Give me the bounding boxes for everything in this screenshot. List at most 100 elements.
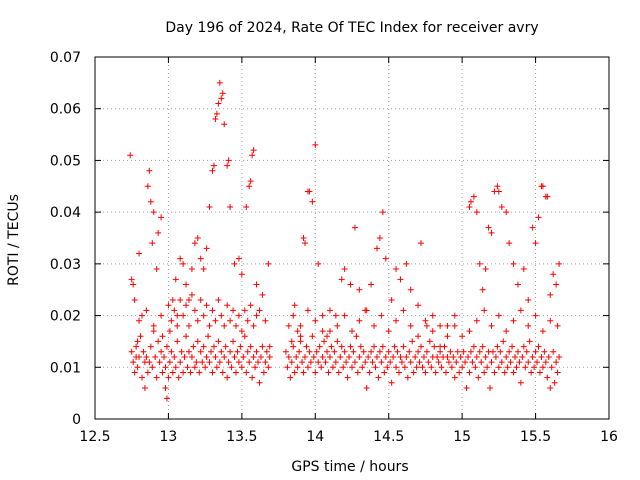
data-point (365, 353, 372, 360)
x-tick-label: 13.5 (226, 429, 257, 445)
data-point (307, 359, 314, 366)
data-point (351, 224, 358, 231)
data-point (266, 343, 273, 350)
data-point (221, 322, 228, 329)
data-point (381, 369, 388, 376)
chart-title: Day 196 of 2024, Rate Of TEC Index for r… (165, 20, 538, 36)
data-point (171, 353, 178, 360)
data-point (306, 348, 313, 355)
data-point (503, 328, 510, 335)
data-point (551, 379, 558, 386)
data-point (238, 328, 245, 335)
data-point (554, 369, 561, 376)
data-point (373, 245, 380, 252)
data-point (161, 353, 168, 360)
data-point (210, 343, 217, 350)
data-point (419, 364, 426, 371)
data-point (435, 359, 442, 366)
data-point (156, 359, 163, 366)
data-point (215, 338, 222, 345)
data-point (548, 364, 555, 371)
data-point (482, 266, 489, 273)
data-point (353, 333, 360, 340)
data-point (306, 188, 313, 195)
data-point (312, 317, 319, 324)
data-point (363, 307, 370, 314)
data-point (335, 369, 342, 376)
data-point (163, 395, 170, 402)
data-point (302, 240, 309, 247)
y-tick-label: 0.06 (50, 102, 81, 118)
data-point (488, 229, 495, 236)
data-point (249, 152, 256, 159)
data-point (387, 359, 394, 366)
data-point (554, 322, 561, 329)
data-point (206, 203, 213, 210)
data-point (191, 307, 198, 314)
data-point (507, 359, 514, 366)
data-point (418, 240, 425, 247)
data-point (506, 240, 513, 247)
data-point (415, 348, 422, 355)
y-tick-label: 0 (72, 412, 81, 428)
data-point (227, 317, 234, 324)
data-point (158, 214, 165, 221)
data-point (516, 359, 523, 366)
data-point (228, 364, 235, 371)
data-point (265, 364, 272, 371)
data-point (407, 359, 414, 366)
data-point (479, 286, 486, 293)
data-point (247, 343, 254, 350)
data-point (357, 343, 364, 350)
data-point (257, 353, 264, 360)
data-point (255, 359, 262, 366)
data-point (340, 364, 347, 371)
data-point (347, 281, 354, 288)
x-tick-label: 13 (160, 429, 178, 445)
data-point (538, 353, 545, 360)
data-point (397, 353, 404, 360)
data-point (366, 369, 373, 376)
data-point (128, 348, 135, 355)
data-point (534, 359, 541, 366)
data-point (334, 338, 341, 345)
data-point (212, 116, 219, 123)
data-point (494, 343, 501, 350)
data-point (469, 359, 476, 366)
data-point (457, 353, 464, 360)
data-point (379, 343, 386, 350)
y-tick-label: 0.03 (50, 257, 81, 273)
data-point (237, 343, 244, 350)
data-point (150, 209, 157, 216)
data-point (300, 369, 307, 376)
data-point (385, 328, 392, 335)
data-point (359, 364, 366, 371)
data-point (341, 348, 348, 355)
data-point (238, 364, 245, 371)
data-point (190, 343, 197, 350)
data-point (450, 353, 457, 360)
data-point (181, 353, 188, 360)
x-tick-labels: 12.5 13 13.5 14 14.5 15 15.5 16 (79, 429, 618, 445)
data-point (390, 353, 397, 360)
data-point (203, 245, 210, 252)
data-point (303, 343, 310, 350)
data-point (230, 338, 237, 345)
data-point (253, 348, 260, 355)
data-point (489, 348, 496, 355)
data-point (143, 307, 150, 314)
data-point (131, 369, 138, 376)
data-point (400, 307, 407, 314)
data-point (244, 317, 251, 324)
data-point (494, 183, 501, 190)
data-point (263, 348, 270, 355)
data-point (371, 343, 378, 350)
data-point (206, 359, 213, 366)
data-point (169, 297, 176, 304)
data-point (344, 374, 351, 381)
data-point (356, 286, 363, 293)
data-point (256, 379, 263, 386)
data-point (222, 343, 229, 350)
data-point (324, 333, 331, 340)
data-point (200, 343, 207, 350)
